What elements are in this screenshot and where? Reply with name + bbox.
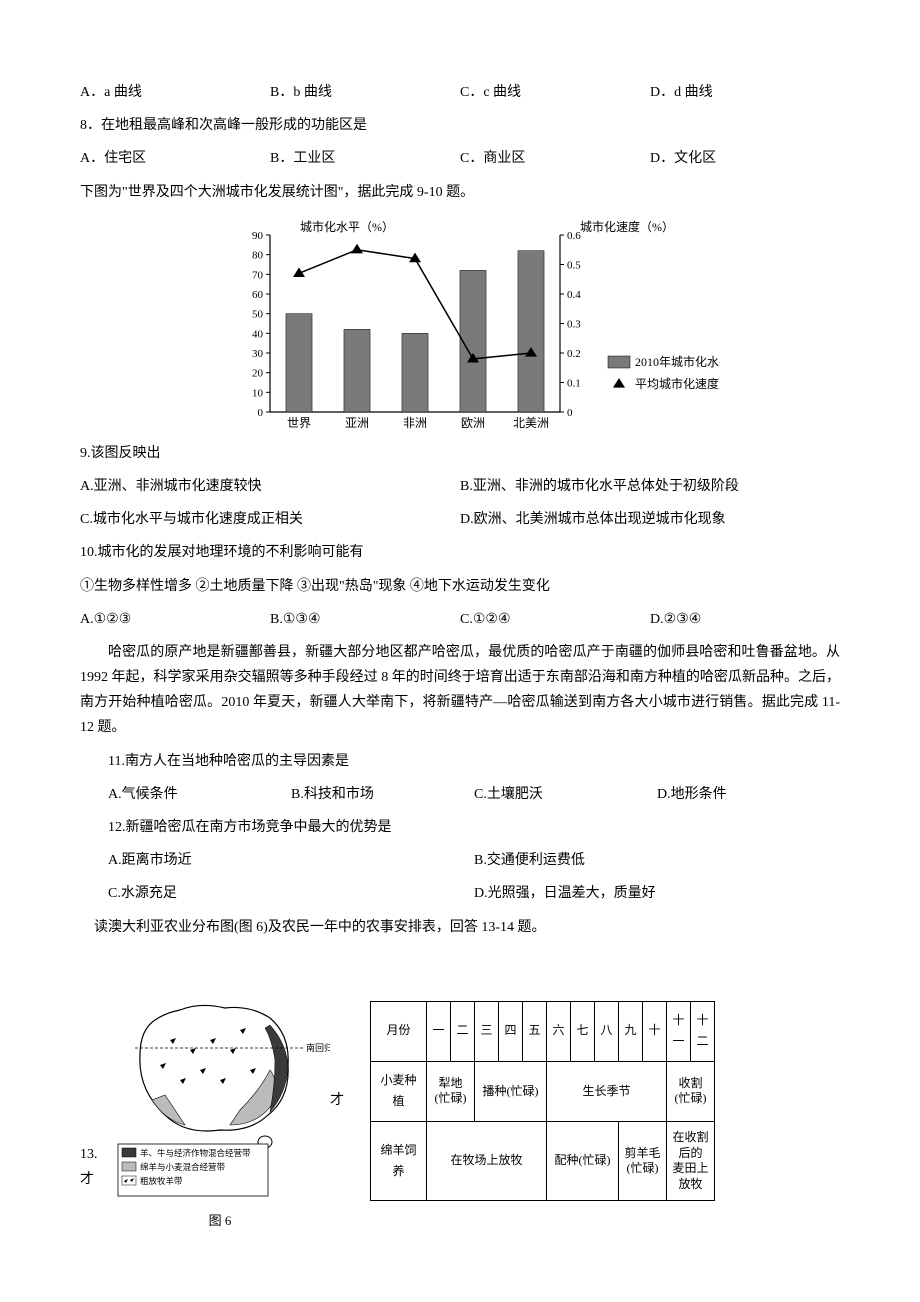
svg-text:90: 90 xyxy=(252,230,264,242)
svg-text:0.1: 0.1 xyxy=(567,377,581,389)
q12-option-b: B.交通便利运费低 xyxy=(474,848,840,873)
svg-text:2010年城市化水平: 2010年城市化水平 xyxy=(635,354,720,369)
q8-option-c: C．商业区 xyxy=(460,146,650,171)
q9-option-b: B.亚洲、非洲的城市化水平总体处于初级阶段 xyxy=(460,474,840,499)
svg-text:70: 70 xyxy=(252,269,264,281)
svg-text:亚洲: 亚洲 xyxy=(345,416,369,430)
svg-text:0: 0 xyxy=(567,407,573,419)
q11-option-b: B.科技和市场 xyxy=(291,782,474,807)
q9-option-d: D.欧洲、北美洲城市总体出现逆城市化现象 xyxy=(460,507,840,532)
q8-options: A．住宅区 B．工业区 C．商业区 D．文化区 xyxy=(80,146,840,171)
q7-option-c: C．c 曲线 xyxy=(460,80,650,105)
svg-text:0.4: 0.4 xyxy=(567,289,581,301)
q9-row2: C.城市化水平与城市化速度成正相关 D.欧洲、北美洲城市总体出现逆城市化现象 xyxy=(80,507,840,532)
q8-option-a: A．住宅区 xyxy=(80,146,270,171)
svg-text:10: 10 xyxy=(252,387,264,399)
q10-option-a: A.①②③ xyxy=(80,607,270,632)
svg-text:0.3: 0.3 xyxy=(567,318,581,330)
svg-text:绵羊与小麦混合经营带: 绵羊与小麦混合经营带 xyxy=(140,1162,226,1172)
fig6-caption: 图 6 xyxy=(110,1209,330,1232)
schedule-table-container: 月份一二三四五六七八九十十一十二小麦种植犁地 (忙碌)播种(忙碌)生长季节收割 … xyxy=(370,1001,840,1202)
svg-text:北美洲: 北美洲 xyxy=(513,416,549,430)
svg-text:80: 80 xyxy=(252,249,264,261)
svg-text:30: 30 xyxy=(252,348,264,360)
passage-p1: 哈密瓜的原产地是新疆鄯善县，新疆大部分地区都产哈密瓜，最优质的哈密瓜产于南疆的伽… xyxy=(80,640,840,741)
svg-text:20: 20 xyxy=(252,367,264,379)
svg-text:非洲: 非洲 xyxy=(403,416,427,430)
q11-stem: 11.南方人在当地种哈密瓜的主导因素是 xyxy=(80,749,840,774)
svg-text:南回归线: 南回归线 xyxy=(306,1042,330,1053)
chart-intro: 下图为"世界及四个大洲城市化发展统计图"，据此完成 9-10 题。 xyxy=(80,180,840,205)
svg-text:羊、牛与经济作物混合经营带: 羊、牛与经济作物混合经营带 xyxy=(140,1148,251,1158)
q11-option-c: C.土壤肥沃 xyxy=(474,782,657,807)
q8-option-b: B．工业区 xyxy=(270,146,460,171)
q10-options: A.①②③ B.①③④ C.①②④ D.②③④ xyxy=(80,607,840,632)
q11-option-d: D.地形条件 xyxy=(657,782,840,807)
svg-text:60: 60 xyxy=(252,289,264,301)
q12-row1: A.距离市场近 B.交通便利运费低 xyxy=(80,848,840,873)
q10-option-d: D.②③④ xyxy=(650,607,840,632)
svg-text:50: 50 xyxy=(252,308,264,320)
svg-text:0: 0 xyxy=(258,407,264,419)
schedule-table: 月份一二三四五六七八九十十一十二小麦种植犁地 (忙碌)播种(忙碌)生长季节收割 … xyxy=(370,1001,715,1202)
figure-row: 13.才 南回归线羊、牛与经济作物混合经营带绵羊与小麦混合经营带粗放牧羊带 图 … xyxy=(80,970,840,1233)
q9-option-c: C.城市化水平与城市化速度成正相关 xyxy=(80,507,460,532)
q11-option-a: A.气候条件 xyxy=(108,782,291,807)
q12-option-c: C.水源充足 xyxy=(108,881,474,906)
q7-options: A．a 曲线 B．b 曲线 C．c 曲线 D．d 曲线 xyxy=(80,80,840,105)
q10-option-c: C.①②④ xyxy=(460,607,650,632)
urbanization-chart: 城市化水平（%） 城市化速度（%） 0 10 20 30 40 50 60 70 80 90 0 0.1 0… xyxy=(80,217,840,437)
q8-option-d: D．文化区 xyxy=(650,146,840,171)
q11-options: A.气候条件 B.科技和市场 C.土壤肥沃 D.地形条件 xyxy=(80,782,840,807)
svg-text:城市化水平（%）: 城市化水平（%） xyxy=(300,219,394,234)
svg-text:0.2: 0.2 xyxy=(567,348,581,360)
q12-row2: C.水源充足 D.光照强，日温差大，质量好 xyxy=(80,881,840,906)
q10-choices-line: ①生物多样性增多 ②土地质量下降 ③出现"热岛"现象 ④地下水运动发生变化 xyxy=(80,574,840,599)
q12-option-d: D.光照强，日温差大，质量好 xyxy=(474,881,840,906)
q9-row1: A.亚洲、非洲城市化速度较快 B.亚洲、非洲的城市化水平总体处于初级阶段 xyxy=(80,474,840,499)
q7-option-a: A．a 曲线 xyxy=(80,80,270,105)
q10-option-b: B.①③④ xyxy=(270,607,460,632)
q9-stem: 9.该图反映出 xyxy=(80,441,840,466)
svg-text:0.5: 0.5 xyxy=(567,259,581,271)
chart-svg: 城市化水平（%） 城市化速度（%） 0 10 20 30 40 50 60 70 80 90 0 0.1 0… xyxy=(200,217,720,437)
q7-option-b: B．b 曲线 xyxy=(270,80,460,105)
svg-text:40: 40 xyxy=(252,328,264,340)
svg-text:平均城市化速度: 平均城市化速度 xyxy=(635,376,719,391)
truncated-char: 才 xyxy=(330,1088,350,1113)
svg-text:世界: 世界 xyxy=(287,416,311,430)
q10-stem: 10.城市化的发展对地理环境的不利影响可能有 xyxy=(80,540,840,565)
q12-option-a: A.距离市场近 xyxy=(108,848,474,873)
svg-text:欧洲: 欧洲 xyxy=(461,416,485,430)
map-svg: 南回归线羊、牛与经济作物混合经营带绵羊与小麦混合经营带粗放牧羊带 xyxy=(110,970,330,1200)
q13-intro: 读澳大利亚农业分布图(图 6)及农民一年中的农事安排表，回答 13-14 题。 xyxy=(80,915,840,940)
q13-label: 13.才 xyxy=(80,1142,110,1232)
svg-text:城市化速度（%）: 城市化速度（%） xyxy=(580,219,674,234)
q7-option-d: D．d 曲线 xyxy=(650,80,840,105)
svg-text:0.6: 0.6 xyxy=(567,230,581,242)
q9-option-a: A.亚洲、非洲城市化速度较快 xyxy=(80,474,460,499)
q8-stem: 8．在地租最高峰和次高峰一般形成的功能区是 xyxy=(80,113,840,138)
svg-text:粗放牧羊带: 粗放牧羊带 xyxy=(140,1176,183,1186)
q12-stem: 12.新疆哈密瓜在南方市场竞争中最大的优势是 xyxy=(80,815,840,840)
australia-map: 南回归线羊、牛与经济作物混合经营带绵羊与小麦混合经营带粗放牧羊带 图 6 xyxy=(110,970,330,1233)
